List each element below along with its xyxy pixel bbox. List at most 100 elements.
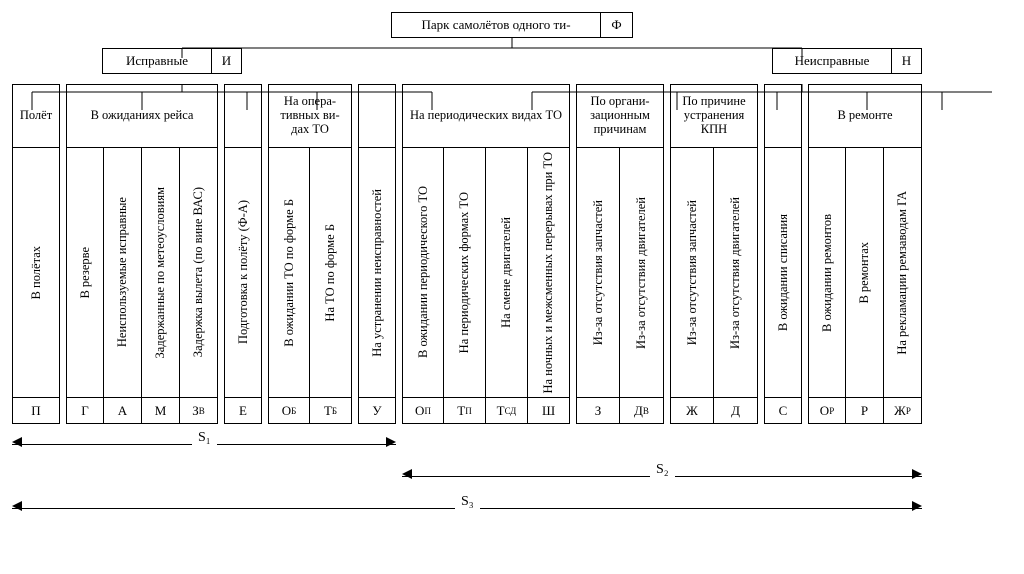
column-body: На ТО по форме Б [310, 148, 352, 398]
column-code: Д [714, 398, 758, 424]
column-body: Задержка вылета (по вине ВАС) [180, 148, 218, 398]
leaf-column: На устранении неисправностей У [358, 84, 396, 424]
column-body: В резерве [66, 148, 104, 398]
column-vertical-label: Из-за отсутствия запчастей [591, 200, 606, 345]
column-vertical-label: Задержанные по метеоусловиям [153, 187, 168, 358]
extent-arrow-right [912, 501, 922, 511]
leaf-column: На рекламации ремзаводам ГАЖР [884, 148, 922, 424]
extent-row: S₃ [12, 498, 1012, 520]
leaf-column: Из-за отсутствия двигателей Д [714, 148, 758, 424]
leaf-column: Из-за отсутствия запчастейЗ [576, 148, 620, 424]
column-code: У [358, 398, 396, 424]
extent-row: S₂ [12, 466, 1012, 488]
column-body: В ожидании периодического ТО [402, 148, 444, 398]
column-vertical-label: В ожидании периодического ТО [416, 186, 431, 358]
leaf-column: В ожидании списанияС [764, 84, 802, 424]
root-label: Парк самолётов одного ти- [391, 12, 601, 38]
group-header: Полёт [12, 84, 60, 148]
column-body: На смене двигателей [486, 148, 528, 398]
column-header-empty [764, 84, 802, 148]
group-columns: В ожидании ремонтовОРВ ремонтахРНа рекла… [808, 148, 922, 424]
branch-right-label: Неисправные [772, 48, 892, 74]
group-columns: Из-за отсутствия запчастейЗИз-за отсутст… [576, 148, 664, 424]
branch-row: Исправные И Неисправные Н [102, 48, 922, 74]
column-vertical-label: Из-за отсутствия запчастей [685, 200, 700, 345]
column-code: С [764, 398, 802, 424]
column-body: Из-за отсутствия запчастей [576, 148, 620, 398]
column-header-empty [224, 84, 262, 148]
leaf-column: В ожидании ремонтовОР [808, 148, 846, 424]
leaf-column: На ночных и межсменных перерывах при ТОШ [528, 148, 570, 424]
root-code: Ф [601, 12, 633, 38]
column-body: На устранении неисправностей [358, 148, 396, 398]
group-header: По органи- зационным причинам [576, 84, 664, 148]
group-columns: В ожидании периодического ТО ОП На периоди… [402, 148, 570, 424]
leaf-group: По причине устранения КПНИз-за отсутстви… [670, 84, 758, 424]
column-body: В ожидании списания [764, 148, 802, 398]
column-header-empty [358, 84, 396, 148]
leaf-group: По органи- зационным причинамИз-за отсут… [576, 84, 664, 424]
extent-arrow-right [386, 437, 396, 447]
column-body: В ожидании ремонтов [808, 148, 846, 398]
column-code: Ш [528, 398, 570, 424]
leaf-group: ПолётВ полётахП [12, 84, 60, 424]
column-code: М [142, 398, 180, 424]
column-body: Из-за отсутствия двигателей [620, 148, 664, 398]
column-vertical-label: Из-за отсутствия двигателей [728, 197, 743, 349]
group-header: По причине устранения КПН [670, 84, 758, 148]
leaf-column: Подготовка к полёту (Ф-А)Е [224, 84, 262, 424]
extent-arrow-right [912, 469, 922, 479]
column-body: На ночных и межсменных перерывах при ТО [528, 148, 570, 398]
column-vertical-label: Из-за отсутствия двигателей [634, 197, 649, 349]
column-body: В полётах [12, 148, 60, 398]
leaf-column: На смене двигателейТСД [486, 148, 528, 424]
branch-left-label: Исправные [102, 48, 212, 74]
extent-markers: S₁ S₂ S₃ [12, 434, 1012, 520]
column-code: ЗВ [180, 398, 218, 424]
leaf-group: В ожидании списанияС [764, 84, 802, 424]
column-vertical-label: В резерве [78, 247, 93, 299]
leaf-column: Из-за отсутствия двигателей ДВ [620, 148, 664, 424]
leaf-column: Задержка вылета (по вине ВАС) ЗВ [180, 148, 218, 424]
column-code: ОП [402, 398, 444, 424]
branch-serviceable: Исправные И [102, 48, 242, 74]
extent-label: S₁ [192, 430, 217, 446]
leaf-columns: ПолётВ полётахПВ ожиданиях рейсаВ резерв… [12, 84, 1012, 424]
column-vertical-label: Задержка вылета (по вине ВАС) [191, 187, 206, 357]
column-body: На периодических формах ТО [444, 148, 486, 398]
column-body: На рекламации ремзаводам ГА [884, 148, 922, 398]
extent-row: S₁ [12, 434, 1012, 456]
column-vertical-label: На устранении неисправностей [370, 189, 385, 357]
leaf-column: Из-за отсутствия запчастей Ж [670, 148, 714, 424]
extent-label: S₂ [650, 462, 675, 478]
column-code: Ж [670, 398, 714, 424]
group-columns: В полётахП [12, 148, 60, 424]
leaf-group: На устранении неисправностей У [358, 84, 396, 424]
leaf-column: В резервеГ [66, 148, 104, 424]
leaf-column: На ТО по форме Б ТБ [310, 148, 352, 424]
column-body: Из-за отсутствия запчастей [670, 148, 714, 398]
leaf-column: В полётахП [12, 148, 60, 424]
column-vertical-label: На рекламации ремзаводам ГА [895, 191, 910, 355]
column-code: Р [846, 398, 884, 424]
column-code: А [104, 398, 142, 424]
leaf-column: Неиспользуемые исправныеА [104, 148, 142, 424]
column-body: Неиспользуемые исправные [104, 148, 142, 398]
column-code: ТСД [486, 398, 528, 424]
column-vertical-label: На периодических формах ТО [457, 192, 472, 353]
column-vertical-label: В ремонтах [857, 242, 872, 304]
leaf-column: В ожидании периодического ТО ОП [402, 148, 444, 424]
column-code: ТБ [310, 398, 352, 424]
column-body: В ремонтах [846, 148, 884, 398]
group-columns: В ожидании списанияС [764, 84, 802, 424]
leaf-column: Задержанные по метеоусловиям М [142, 148, 180, 424]
group-header: На опера- тивных ви- дах ТО [268, 84, 352, 148]
column-code: ОР [808, 398, 846, 424]
column-code: ДВ [620, 398, 664, 424]
root-node: Парк самолётов одного ти- Ф [391, 12, 633, 38]
extent-arrow-left [12, 437, 22, 447]
hierarchy-diagram: Парк самолётов одного ти- Ф Исправные И … [12, 12, 1012, 520]
column-vertical-label: На ТО по форме Б [323, 224, 338, 322]
column-vertical-label: В ожидании ТО по форме Б [282, 199, 297, 347]
group-header: В ожиданиях рейса [66, 84, 218, 148]
